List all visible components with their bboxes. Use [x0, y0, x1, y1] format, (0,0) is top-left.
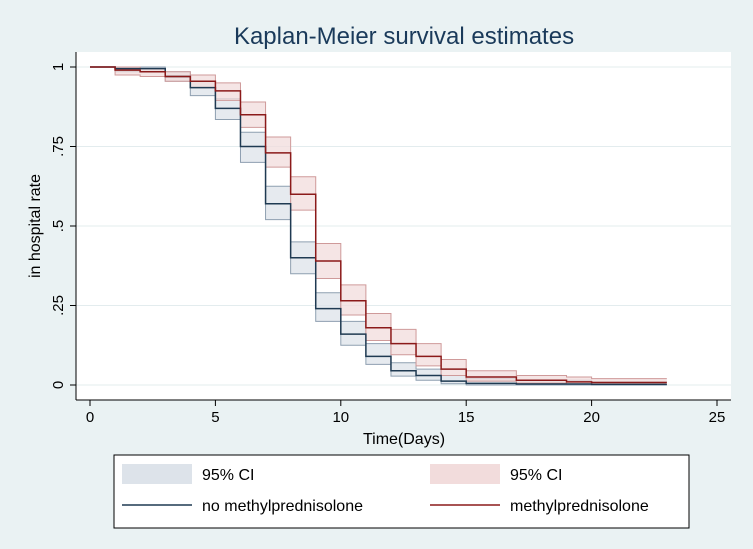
x-tick-label-2: 10	[332, 409, 349, 426]
y-tick-label-0: 0	[50, 381, 67, 389]
y-tick-label-2: .5	[50, 220, 67, 233]
legend-label-ci-methylprednisolone: 95% CI	[510, 467, 562, 484]
survival-lines	[90, 66, 667, 386]
legend-swatch-ci-no-methylprednisolone	[122, 464, 192, 484]
legend-label-ci-no-methylprednisolone: 95% CI	[202, 467, 254, 484]
survival-line-methylprednisolone	[90, 66, 667, 384]
legend-label-methylprednisolone: methylprednisolone	[510, 498, 649, 515]
y-axis-title: in hospital rate	[27, 174, 44, 278]
survival-line-no-methylprednisolone	[90, 66, 667, 386]
x-tick-label-1: 5	[211, 409, 219, 426]
y-tick-label-1: .25	[50, 295, 67, 316]
legend-swatch-ci-methylprednisolone	[430, 464, 500, 484]
x-tick-label-4: 20	[583, 409, 600, 426]
x-tick-label-5: 25	[709, 409, 726, 426]
ci-band-methylprednisolone	[90, 67, 667, 385]
x-tick-label-0: 0	[86, 409, 94, 426]
legend-box	[113, 454, 690, 529]
ci-lower-methylprednisolone	[90, 66, 667, 385]
legend: 95% CI 95% CI no methylprednisolone meth…	[113, 454, 690, 529]
x-tick-label-3: 15	[458, 409, 475, 426]
legend-label-no-methylprednisolone: no methylprednisolone	[202, 498, 363, 515]
y-tick-label-3: .75	[50, 136, 67, 157]
x-axis-title: Time(Days)	[363, 431, 445, 448]
chart-title: Kaplan-Meier survival estimates	[234, 23, 574, 50]
ci-upper-methylprednisolone	[90, 66, 667, 380]
y-tick-label-4: 1	[50, 63, 67, 71]
